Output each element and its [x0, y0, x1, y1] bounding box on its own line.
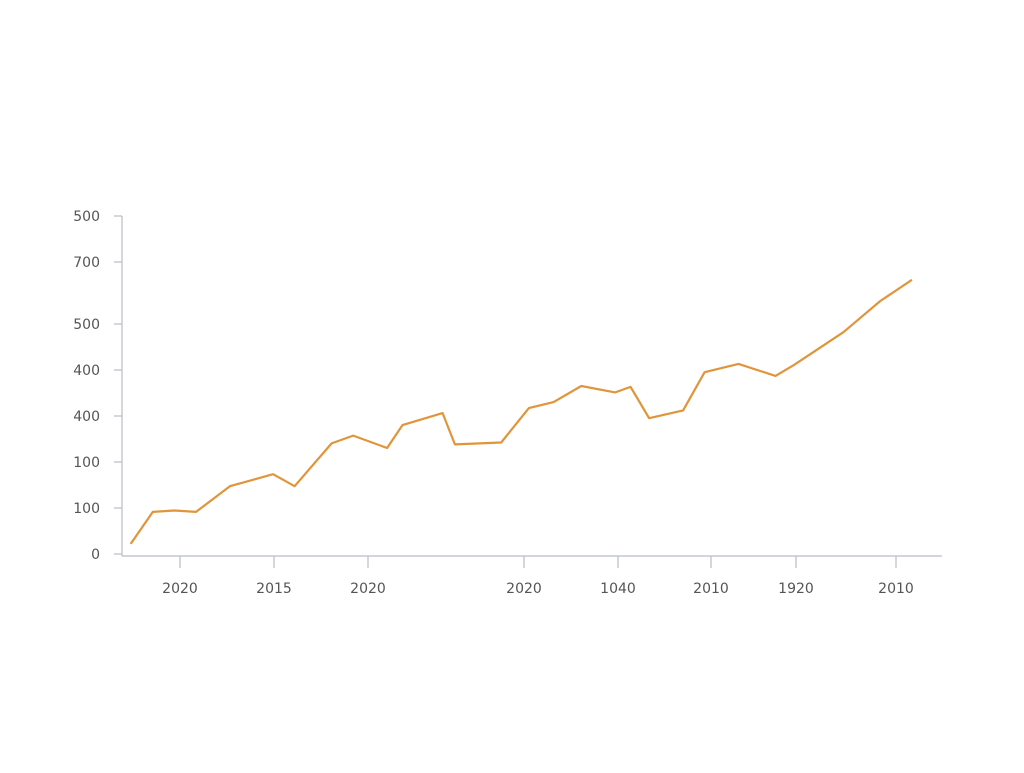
y-tick-label: 700: [73, 255, 100, 271]
y-tick-label: 100: [73, 455, 100, 471]
x-axis-ticks: 2020 2015 2020 2020 1040 2010 1920 2010: [162, 556, 914, 597]
y-tick-label: 0: [91, 547, 100, 563]
y-tick-label: 400: [73, 363, 100, 379]
x-tick-label: 2010: [693, 581, 729, 597]
x-tick-label: 2015: [256, 581, 292, 597]
series-layer: [130, 279, 913, 545]
y-axis-ticks: 0 100 100 400 400 500 700 500: [73, 209, 122, 563]
y-tick-label: 500: [73, 209, 100, 225]
x-tick-label: 1920: [778, 581, 814, 597]
x-tick-label: 2020: [162, 581, 198, 597]
x-tick-label: 2020: [350, 581, 386, 597]
y-tick-label: 500: [73, 317, 100, 333]
y-tick-label: 100: [73, 501, 100, 517]
y-tick-label: 400: [73, 409, 100, 425]
series-line: [130, 279, 913, 545]
x-tick-label: 2010: [878, 581, 914, 597]
x-tick-label: 1040: [600, 581, 636, 597]
x-tick-label: 2020: [506, 581, 542, 597]
